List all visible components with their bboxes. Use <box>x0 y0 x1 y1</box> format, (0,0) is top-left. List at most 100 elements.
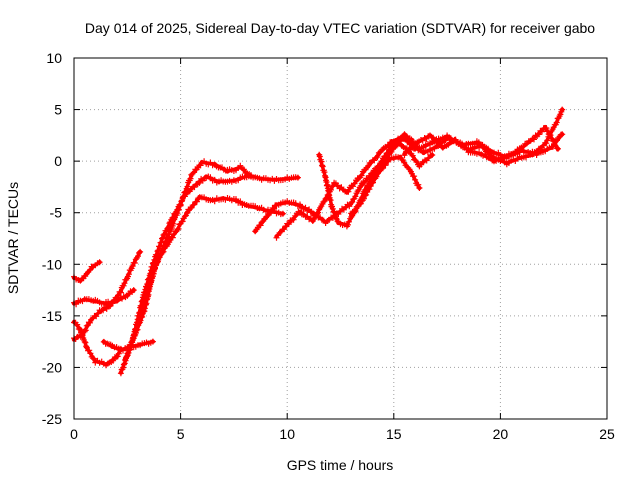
data-point <box>131 336 136 341</box>
data-point <box>417 185 422 191</box>
data-point <box>317 152 322 158</box>
data-point <box>225 169 230 174</box>
data-point <box>178 202 183 207</box>
data-point <box>204 174 209 179</box>
data-point <box>108 303 113 308</box>
data-point <box>517 155 522 161</box>
data-point <box>560 132 565 137</box>
y-tick-label: -25 <box>42 411 62 427</box>
data-point <box>123 357 128 362</box>
chart-title: Day 014 of 2025, Sidereal Day-to-day VTE… <box>85 20 595 36</box>
series-trace-h <box>130 194 286 342</box>
data-point <box>184 210 190 215</box>
data-point <box>233 198 239 203</box>
data-point <box>244 203 249 208</box>
data-point <box>357 202 362 207</box>
data-point <box>272 177 277 182</box>
data-point <box>118 347 124 353</box>
x-tick-label: 0 <box>70 426 78 442</box>
data-point <box>404 134 409 139</box>
data-point <box>84 271 90 276</box>
data-point <box>199 160 205 165</box>
y-tick-label: -15 <box>42 308 62 324</box>
data-point <box>430 152 435 158</box>
data-point <box>118 288 124 294</box>
data-point <box>336 210 341 215</box>
data-point <box>376 170 382 175</box>
data-point <box>97 260 102 265</box>
x-tick-label: 5 <box>177 426 185 442</box>
data-point <box>310 210 315 215</box>
series-trace-o <box>465 124 561 165</box>
data-point <box>474 140 480 145</box>
data-point <box>417 163 422 168</box>
x-tick-label: 20 <box>493 426 509 442</box>
data-point <box>285 200 290 205</box>
data-point <box>297 209 303 214</box>
data-point <box>137 342 143 347</box>
data-point <box>274 234 279 239</box>
data-point <box>366 187 371 193</box>
y-tick-label: -5 <box>50 205 63 221</box>
data-point <box>189 173 194 178</box>
data-point <box>355 177 360 182</box>
y-axis-label: SDTVAR / TECUs <box>5 182 21 294</box>
data-point <box>344 222 350 228</box>
data-point <box>297 203 303 208</box>
data-point <box>221 196 226 201</box>
data-point <box>543 141 548 146</box>
data-point <box>479 151 484 157</box>
data-point <box>101 339 107 344</box>
x-axis-label: GPS time / hours <box>287 457 394 473</box>
data-point <box>408 169 414 174</box>
data-point <box>466 148 471 153</box>
data-point <box>150 339 156 344</box>
y-tick-label: 10 <box>46 50 62 66</box>
data-point <box>216 179 222 184</box>
data-point <box>82 297 87 302</box>
data-point <box>444 134 450 139</box>
data-layer <box>71 106 566 377</box>
data-point <box>152 264 158 269</box>
data-point <box>137 249 143 255</box>
data-point <box>295 175 301 180</box>
data-point <box>285 222 290 228</box>
data-point <box>285 176 290 181</box>
data-point <box>517 147 522 152</box>
data-point <box>197 195 202 200</box>
data-point <box>210 198 215 203</box>
y-tick-label: 0 <box>54 153 62 169</box>
data-point <box>504 153 509 159</box>
data-point <box>453 138 458 143</box>
data-point <box>259 176 264 181</box>
data-point <box>402 151 407 157</box>
data-point <box>329 205 335 210</box>
data-point <box>274 202 279 207</box>
data-point <box>321 200 326 205</box>
data-point <box>323 175 328 180</box>
data-point <box>114 354 119 360</box>
data-point <box>174 229 179 234</box>
data-point <box>263 215 269 221</box>
data-point <box>248 174 254 179</box>
data-point <box>504 161 509 166</box>
data-point <box>530 137 535 142</box>
data-point <box>331 181 337 186</box>
data-point <box>142 308 147 313</box>
data-point <box>479 143 484 148</box>
data-point <box>491 158 497 164</box>
x-tick-label: 10 <box>279 426 295 442</box>
data-point <box>359 182 364 188</box>
grid <box>74 58 607 419</box>
data-point <box>125 293 130 298</box>
data-point <box>336 220 341 226</box>
data-point <box>238 165 243 170</box>
data-point <box>415 140 420 145</box>
data-point <box>118 370 124 375</box>
data-point <box>323 219 328 225</box>
series-trace-n <box>401 106 566 168</box>
y-tick-label: -20 <box>42 359 62 375</box>
series-trace-a <box>71 259 103 284</box>
data-point <box>553 121 558 127</box>
